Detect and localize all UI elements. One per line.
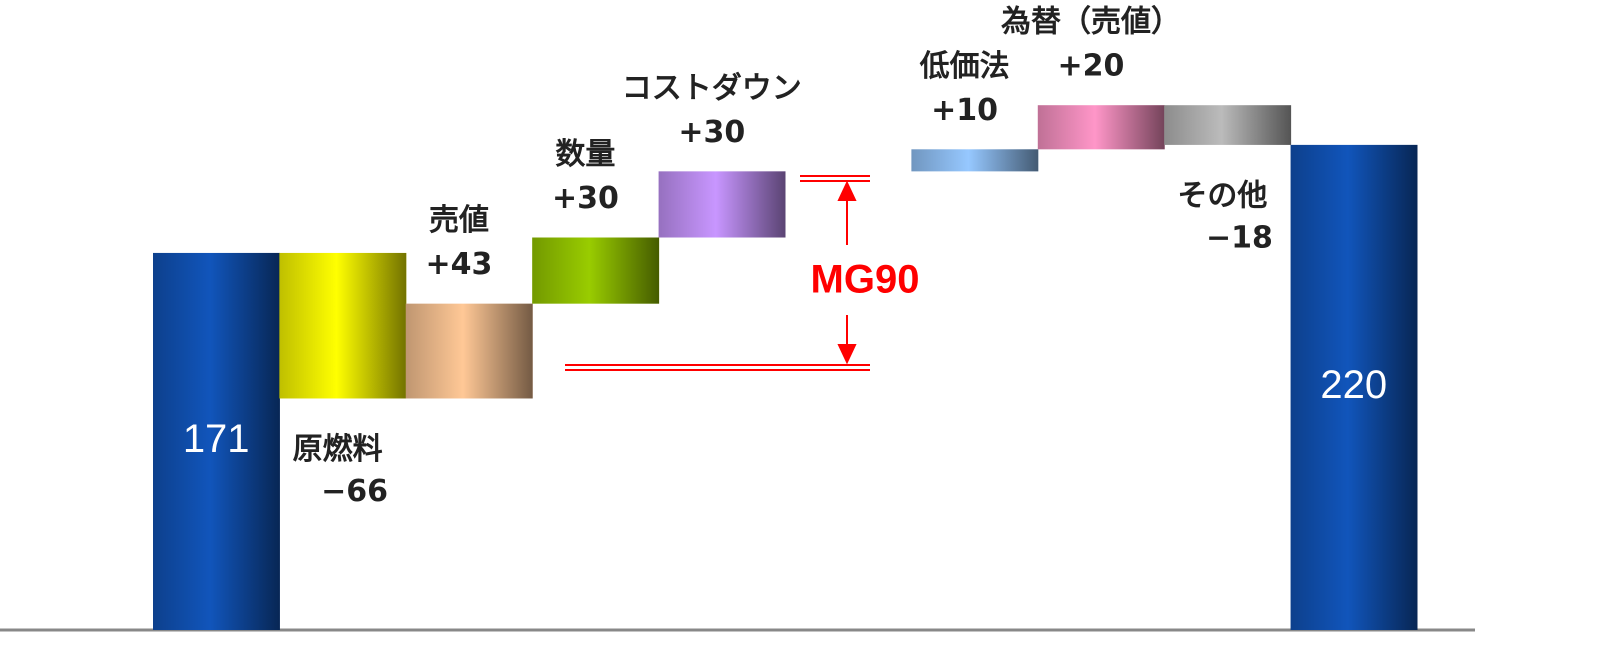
category-label: 数量 <box>555 137 615 172</box>
value-label: −66 <box>321 474 388 509</box>
category-label: 原燃料 <box>293 432 383 467</box>
category-label: 為替（売値） <box>1001 5 1181 40</box>
annotation: MG90 <box>811 258 920 302</box>
mg-bracket <box>565 175 870 371</box>
value-label: +20 <box>1058 49 1125 84</box>
category-label: 売値 <box>429 203 489 238</box>
value-label: +30 <box>552 181 619 216</box>
bar-shade <box>1290 144 1418 630</box>
bar-shade <box>658 171 786 238</box>
bar-shade <box>279 252 407 399</box>
bar-shade <box>153 252 280 630</box>
value-label: +43 <box>426 247 493 282</box>
value-label: 220 <box>1320 363 1387 407</box>
bar-shade <box>911 149 1039 172</box>
value-label: +10 <box>931 93 998 128</box>
category-label: 低価法 <box>919 49 1010 84</box>
bar-shade <box>1037 105 1165 150</box>
category-label: コストダウン <box>622 71 802 106</box>
value-label: 171 <box>183 417 250 461</box>
value-label: −18 <box>1206 220 1273 255</box>
bar-shade <box>532 237 660 304</box>
bar-shade <box>405 303 533 399</box>
category-label: その他 <box>1177 178 1267 213</box>
value-label: +30 <box>678 115 745 150</box>
bar-shade <box>1164 105 1292 145</box>
